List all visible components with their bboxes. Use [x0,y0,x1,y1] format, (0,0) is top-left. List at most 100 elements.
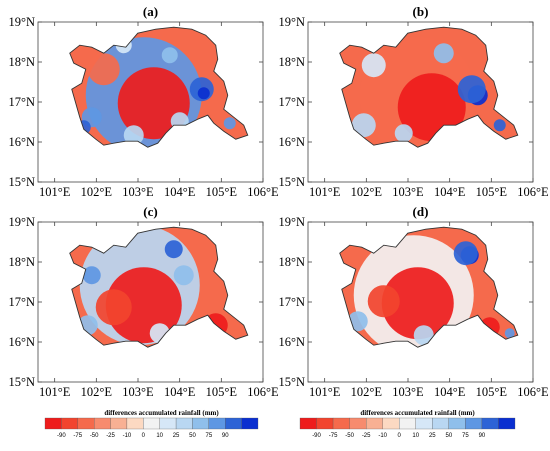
lon-tick-label: 106°E [517,385,549,399]
colorbar-swatch [143,417,160,430]
rainfall-anomaly-patch [413,325,434,346]
lat-tick-label: 19°N [8,15,35,29]
colorbar-swatch [432,417,449,430]
lon-tick-label: 102°E [81,185,113,199]
colorbar-1: differences accumulated rainfall (mm) -90… [44,409,259,439]
colorbar-swatch [465,417,483,430]
map-panel-c: (c) 19°N 18°N 17°N 16°N 15°N 101°E 102°E 103°E 10… [8,204,279,399]
colorbar-label: 10 [156,433,163,439]
colorbar-label: 90 [222,433,229,439]
rainfall-anomaly-patch [433,43,454,64]
colorbar-swatch [44,417,62,430]
rainfall-anomaly-patch [367,285,400,318]
colorbar-swatch [415,417,433,430]
lon-tick-label: 105°E [206,385,238,399]
panel-title: (b) [413,4,429,19]
rainfall-anomaly-patch [82,266,101,285]
colorbar-swatch [77,417,95,430]
rainfall-anomaly-patch [493,119,506,132]
lon-tick-label: 105°E [476,385,508,399]
rainfall-anomaly-patch [453,241,478,266]
lon-tick-label: 106°E [517,185,549,199]
lat-tick-label: 15°N [278,375,305,389]
colorbar-swatch [481,417,499,430]
lon-tick-label: 101°E [309,385,341,399]
lat-tick-label: 17°N [8,295,35,309]
colorbar-swatch [399,417,416,430]
lon-tick-label: 104°E [434,185,466,199]
panel-title: (d) [413,204,429,219]
colorbar-swatch [332,417,350,430]
colorbar-label: 50 [189,433,196,439]
rainfall-anomaly-patch [504,328,515,339]
lat-tick-label: 17°N [8,95,35,109]
rainfall-anomaly-patch [457,75,486,104]
rainfall-anomaly-patch [173,265,194,286]
colorbar-swatch [159,417,177,430]
rainfall-anomaly-patch [161,47,178,64]
lat-tick-label: 15°N [8,175,35,189]
colorbar-swatch [366,417,383,430]
rainfall-anomaly-patch [397,73,466,142]
lon-tick-label: 104°E [164,185,196,199]
rainfall-anomaly-patch [361,53,386,78]
colorbar-label: 25 [429,433,436,439]
lon-tick-label: 103°E [122,385,154,399]
colorbar-title: differences accumulated rainfall (mm) [104,409,219,417]
colorbar-swatch [192,417,209,430]
panel-title: (c) [143,204,157,219]
colorbar-swatch [61,417,78,430]
lat-tick-label: 18°N [8,55,35,69]
colorbar-swatch [448,417,466,430]
rainfall-anomaly-patch [87,53,120,86]
lon-tick-label: 106°E [247,385,279,399]
lon-tick-label: 106°E [247,185,279,199]
colorbar-label: 75 [206,433,213,439]
lon-tick-label: 105°E [206,185,238,199]
map-panel-b: (b) 19°N 18°N 17°N 16°N 15°N 101°E 102°E 103°E 10… [278,4,549,199]
colorbar-label: 0 [142,433,146,439]
colorbar-label: -25 [106,433,115,439]
colorbar-label: 50 [446,433,453,439]
colorbars-layer: differences accumulated rainfall (mm) -90… [44,409,516,439]
rainfall-anomaly-patch [351,113,376,138]
lon-tick-label: 105°E [476,185,508,199]
colorbar-label: 75 [462,433,469,439]
panels-layer: (a) 19°N 18°N 17°N 16°N 15°N 101°E 102°E 103°E 10… [8,4,549,399]
lon-tick-label: 103°E [122,185,154,199]
rainfall-anomaly-patch [223,117,236,130]
rainfall-anomaly-patch [123,125,144,146]
colorbar-swatch [498,417,516,430]
colorbar-swatch [208,417,226,430]
rainfall-anomaly-patch [164,240,183,259]
colorbar-label: 90 [479,433,486,439]
colorbar-label: -75 [73,433,82,439]
colorbar-swatch [241,417,259,430]
lon-tick-label: 104°E [164,385,196,399]
lon-tick-label: 101°E [309,185,341,199]
colorbar-label: -10 [378,433,387,439]
lon-tick-label: 101°E [39,185,71,199]
rainfall-anomaly-patch [197,87,210,100]
lon-tick-label: 101°E [39,385,71,399]
map-panel-a: (a) 19°N 18°N 17°N 16°N 15°N 101°E 102°E 103°E 10… [8,4,279,199]
lon-tick-label: 103°E [392,185,424,199]
lon-tick-label: 102°E [81,385,113,399]
lat-tick-label: 19°N [278,215,305,229]
colorbar-swatch [349,417,367,430]
colorbar-label: -75 [329,433,338,439]
colorbar-label: 0 [398,433,402,439]
lat-tick-label: 18°N [278,55,305,69]
colorbar-label: -90 [312,433,321,439]
rainfall-anomaly-patch [394,124,413,143]
colorbar-label: 10 [412,433,419,439]
colorbar-swatch [175,417,193,430]
lon-tick-label: 104°E [434,385,466,399]
lat-tick-label: 18°N [8,255,35,269]
colorbar-label: 25 [173,433,180,439]
colorbar-swatch [299,417,317,430]
lat-tick-label: 16°N [278,135,305,149]
colorbar-label: -90 [57,433,66,439]
lon-tick-label: 102°E [351,385,383,399]
